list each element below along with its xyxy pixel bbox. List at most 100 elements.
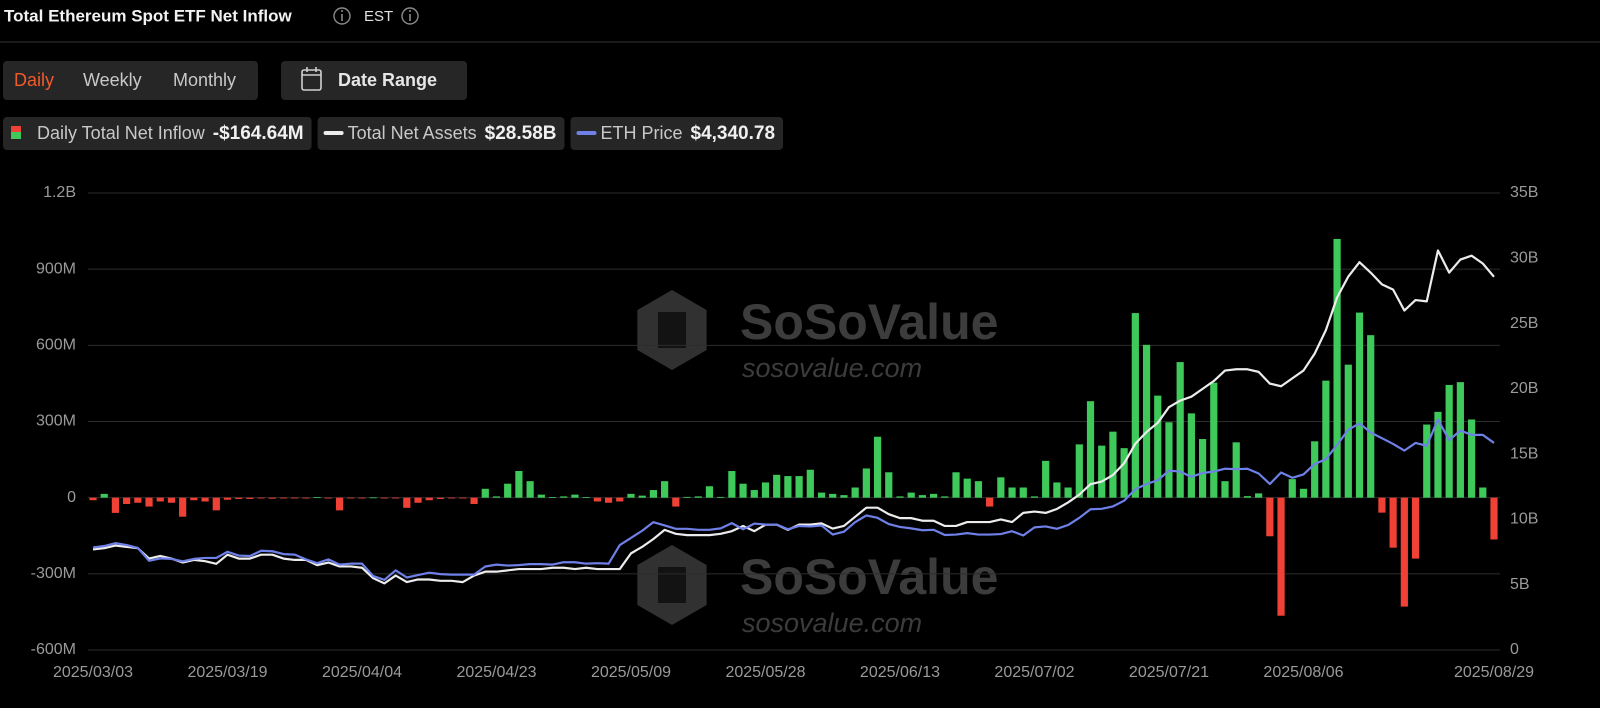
bar bbox=[335, 497, 344, 511]
bar bbox=[134, 497, 142, 503]
watermark-text: SoSoValue bbox=[740, 549, 998, 605]
bar bbox=[1064, 487, 1072, 498]
y-tick-label: -300M bbox=[31, 565, 76, 582]
legend-label: ETH Price bbox=[601, 123, 683, 143]
x-tick-label: 2025/03/19 bbox=[187, 664, 267, 681]
watermark-url: sosovalue.com bbox=[742, 608, 922, 638]
info-icon[interactable] bbox=[333, 7, 351, 25]
bar bbox=[885, 472, 893, 498]
bar bbox=[1367, 335, 1375, 498]
bar bbox=[728, 471, 736, 498]
header: Total Ethereum Spot ETF Net Inflow EST bbox=[0, 6, 1600, 43]
tab[interactable]: Weekly bbox=[83, 70, 142, 90]
bar bbox=[1176, 362, 1184, 498]
bar bbox=[246, 497, 254, 499]
bar bbox=[1086, 401, 1095, 498]
bar bbox=[1098, 445, 1106, 498]
y2-tick-label: 25B bbox=[1510, 315, 1538, 332]
bar bbox=[100, 493, 108, 498]
controls: Daily Weekly Monthly Date Range bbox=[3, 61, 467, 100]
bar bbox=[582, 497, 590, 498]
bar bbox=[1120, 448, 1128, 498]
bar bbox=[627, 493, 635, 498]
bar bbox=[123, 497, 131, 505]
bar bbox=[1434, 411, 1442, 498]
bar bbox=[1187, 413, 1195, 498]
bar bbox=[1277, 497, 1285, 616]
legend-value: -$164.64M bbox=[213, 123, 304, 144]
bar bbox=[862, 468, 870, 498]
bar bbox=[1400, 497, 1408, 607]
y2-tick-label: 10B bbox=[1510, 511, 1538, 528]
bar bbox=[111, 497, 120, 513]
bar bbox=[930, 493, 938, 498]
bar bbox=[1255, 493, 1263, 498]
bar bbox=[784, 476, 792, 498]
bar bbox=[179, 497, 187, 517]
bar bbox=[1109, 431, 1117, 498]
legend-icon bbox=[11, 126, 21, 132]
bar bbox=[806, 469, 814, 498]
bar bbox=[750, 490, 758, 498]
bar bbox=[1389, 497, 1397, 548]
bar bbox=[661, 481, 669, 498]
bar bbox=[1075, 444, 1083, 498]
bar bbox=[997, 477, 1005, 498]
bar bbox=[1411, 497, 1420, 559]
bar bbox=[907, 492, 915, 498]
legend-item[interactable]: Daily Total Net Inflow -$164.64M bbox=[3, 117, 312, 150]
tab[interactable]: Monthly bbox=[173, 70, 236, 90]
legend-item[interactable]: ETH Price $4,340.78 bbox=[570, 117, 784, 150]
bar bbox=[851, 487, 859, 498]
bar bbox=[963, 478, 971, 498]
x-tick-label: 2025/06/13 bbox=[860, 664, 940, 681]
bar bbox=[705, 486, 714, 498]
timezone: EST bbox=[364, 8, 393, 25]
bar bbox=[291, 497, 299, 499]
bar bbox=[279, 497, 288, 499]
bar bbox=[873, 436, 882, 498]
info-icon[interactable] bbox=[401, 7, 419, 25]
watermark-text: SoSoValue bbox=[740, 294, 998, 350]
bar bbox=[739, 483, 747, 498]
info-icon-dot bbox=[341, 10, 343, 12]
bar bbox=[974, 481, 983, 498]
bar bbox=[1355, 312, 1364, 498]
page-title: Total Ethereum Spot ETF Net Inflow bbox=[4, 6, 293, 25]
bar bbox=[167, 497, 176, 503]
bar bbox=[1008, 487, 1016, 498]
bar bbox=[1333, 238, 1341, 498]
calendar-icon bbox=[301, 69, 322, 91]
bar bbox=[616, 497, 624, 502]
bar bbox=[593, 497, 601, 502]
y2-tick-label: 30B bbox=[1510, 250, 1538, 267]
bar bbox=[1198, 439, 1207, 498]
x-tick-label: 2025/04/23 bbox=[456, 664, 536, 681]
bar bbox=[1423, 424, 1431, 498]
tab[interactable]: Daily bbox=[14, 70, 54, 90]
y-tick-label: -600M bbox=[31, 641, 76, 658]
legend-pill bbox=[317, 117, 565, 150]
bar bbox=[459, 497, 467, 499]
x-tick-label: 2025/05/28 bbox=[725, 664, 805, 681]
y2-tick-label: 35B bbox=[1510, 184, 1538, 201]
bar bbox=[156, 497, 164, 502]
date-range-button[interactable] bbox=[281, 61, 467, 100]
bar bbox=[649, 490, 657, 498]
bar bbox=[302, 497, 310, 499]
bar bbox=[683, 496, 691, 498]
bar bbox=[560, 496, 568, 498]
bar bbox=[481, 488, 489, 498]
bar bbox=[1479, 487, 1487, 498]
bar bbox=[347, 497, 355, 499]
bar bbox=[1142, 344, 1151, 498]
bar bbox=[358, 497, 366, 499]
bar bbox=[638, 495, 646, 498]
y2-tick-label: 15B bbox=[1510, 445, 1538, 462]
legend-item[interactable]: Total Net Assets $28.58B bbox=[317, 117, 565, 150]
bar bbox=[268, 497, 276, 499]
bar bbox=[1243, 496, 1252, 498]
bar bbox=[403, 497, 411, 508]
